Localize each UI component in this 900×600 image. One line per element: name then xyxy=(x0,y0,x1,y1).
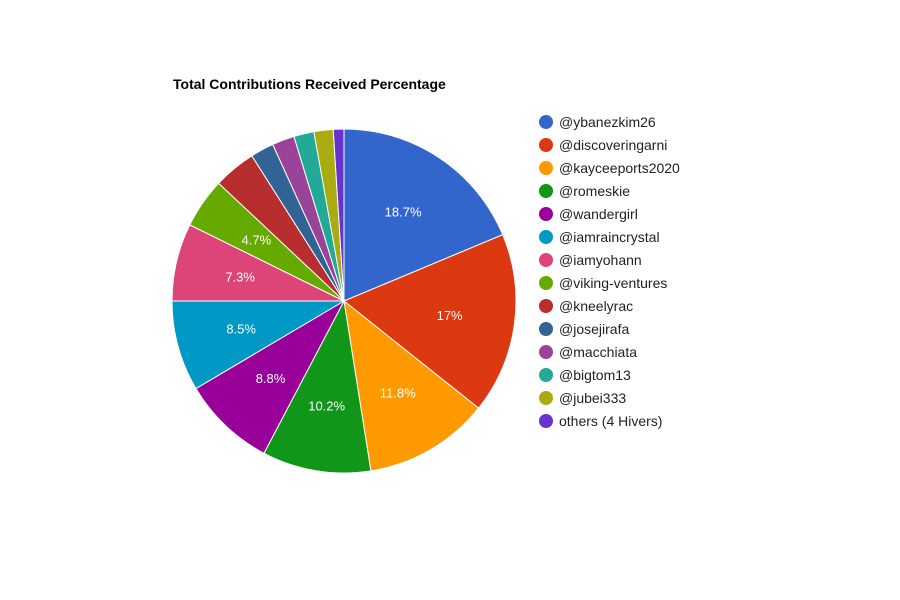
chart-title: Total Contributions Received Percentage xyxy=(173,76,446,92)
legend-item-kayceeports2020[interactable]: @kayceeports2020 xyxy=(539,160,680,176)
pie-slice-iamraincrystal[interactable] xyxy=(171,300,346,390)
slice-label-discoveringarni: 17% xyxy=(437,308,463,323)
legend-swatch xyxy=(539,322,553,336)
pie-slice-kayceeports2020[interactable] xyxy=(343,299,480,472)
legend-swatch xyxy=(539,115,553,129)
legend-item-discoveringarni[interactable]: @discoveringarni xyxy=(539,137,667,153)
legend-swatch xyxy=(539,161,553,175)
legend-item-bigtom13[interactable]: @bigtom13 xyxy=(539,367,631,383)
legend-label: @wandergirl xyxy=(559,206,638,222)
legend-swatch xyxy=(539,414,553,428)
legend-swatch xyxy=(539,368,553,382)
legend-swatch xyxy=(539,230,553,244)
legend-item-romeskie[interactable]: @romeskie xyxy=(539,183,630,199)
legend-item-wandergirl[interactable]: @wandergirl xyxy=(539,206,638,222)
pie-slices xyxy=(171,128,517,474)
legend-label: @iamraincrystal xyxy=(559,229,660,245)
chart-legend: @ybanezkim26 @discoveringarni @kayceeports… xyxy=(539,114,680,429)
legend-label: others (4 Hivers) xyxy=(559,413,662,429)
legend-label: @iamyohann xyxy=(559,252,642,268)
legend-label: @discoveringarni xyxy=(559,137,667,153)
legend-item-viking-ventures[interactable]: @viking-ventures xyxy=(539,275,667,291)
pie-slice-wandergirl[interactable] xyxy=(195,299,346,454)
slice-label-iamyohann: 7.3% xyxy=(225,269,255,284)
legend-item-others-4-hivers[interactable]: others (4 Hivers) xyxy=(539,413,662,429)
legend-label: @macchiata xyxy=(559,344,637,360)
legend-label: @romeskie xyxy=(559,183,630,199)
legend-item-josejirafa[interactable]: @josejirafa xyxy=(539,321,629,337)
legend-swatch xyxy=(539,138,553,152)
pie-slice-romeskie[interactable] xyxy=(263,299,372,474)
legend-label: @jubei333 xyxy=(559,390,626,406)
slice-label-ybanezkim26: 18.7% xyxy=(385,205,422,220)
legend-swatch xyxy=(539,299,553,313)
legend-label: @kayceeports2020 xyxy=(559,160,680,176)
legend-swatch xyxy=(539,391,553,405)
pie-slice-others-4-hivers[interactable] xyxy=(332,128,345,302)
legend-swatch xyxy=(539,253,553,267)
legend-swatch xyxy=(539,207,553,221)
slice-label-iamraincrystal: 8.5% xyxy=(226,322,256,337)
legend-item-iamraincrystal[interactable]: @iamraincrystal xyxy=(539,229,660,245)
legend-swatch xyxy=(539,345,553,359)
legend-item-macchiata[interactable]: @macchiata xyxy=(539,344,637,360)
legend-label: @josejirafa xyxy=(559,321,629,337)
legend-item-ybanezkim26[interactable]: @ybanezkim26 xyxy=(539,114,656,130)
legend-label: @kneelyrac xyxy=(559,298,633,314)
legend-item-iamyohann[interactable]: @iamyohann xyxy=(539,252,642,268)
slice-label-wandergirl: 8.8% xyxy=(256,371,286,386)
slice-label-romeskie: 10.2% xyxy=(308,399,345,414)
legend-label: @viking-ventures xyxy=(559,275,667,291)
pie-slice-discoveringarni[interactable] xyxy=(343,234,517,409)
pie-slice-labels: 18.7% 17% 11.8% 10.2% 8.8% 8.5% 7.3% 4.7% xyxy=(225,205,463,414)
legend-label: @bigtom13 xyxy=(559,367,631,383)
legend-swatch xyxy=(539,184,553,198)
legend-label: @ybanezkim26 xyxy=(559,114,656,130)
legend-item-jubei333[interactable]: @jubei333 xyxy=(539,390,626,406)
slice-label-viking-ventures: 4.7% xyxy=(242,233,272,248)
legend-swatch xyxy=(539,276,553,290)
legend-item-kneelyrac[interactable]: @kneelyrac xyxy=(539,298,633,314)
slice-label-kayceeports2020: 11.8% xyxy=(380,386,416,401)
pie-slice-ybanezkim26[interactable] xyxy=(343,128,504,302)
